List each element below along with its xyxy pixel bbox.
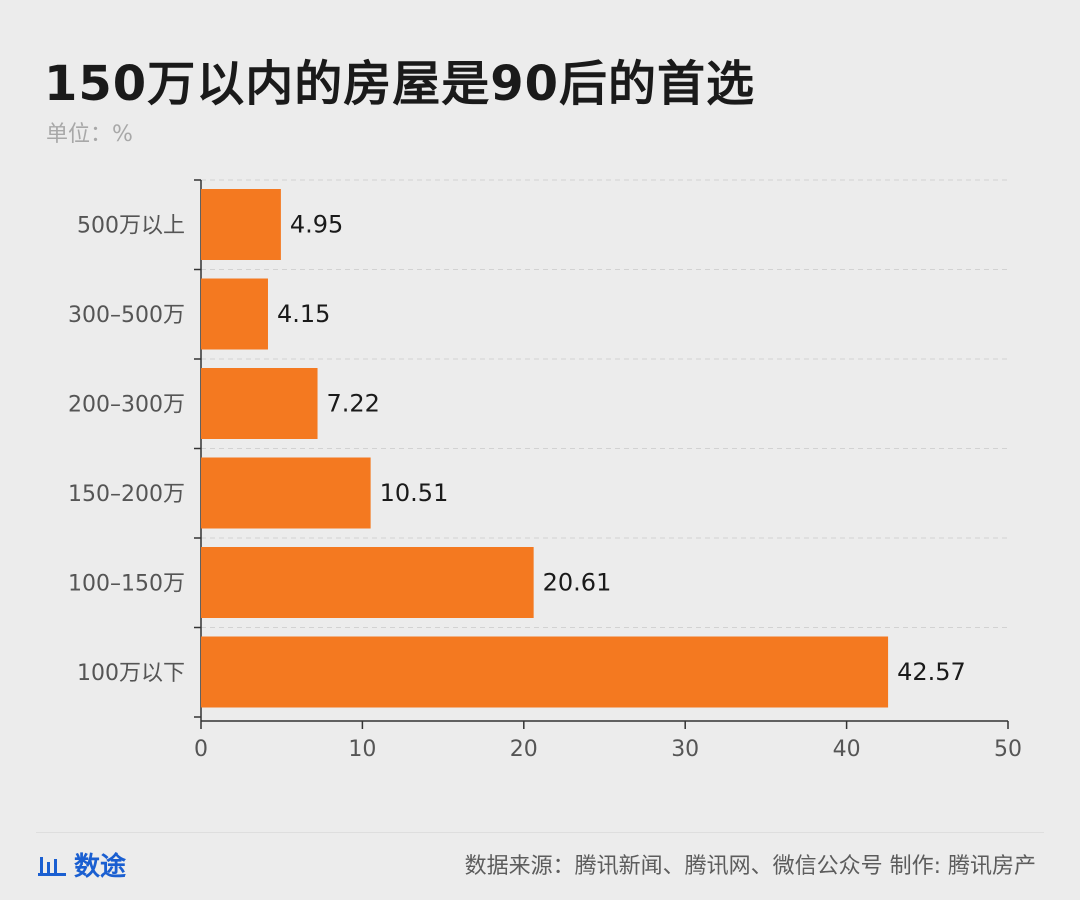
category-label: 100万以下 <box>77 661 185 686</box>
category-label: 500万以上 <box>77 214 185 239</box>
x-tick-label: 40 <box>833 737 861 762</box>
value-label: 7.22 <box>327 390 380 418</box>
x-tick-label: 20 <box>510 737 538 762</box>
brand-name: 数途 <box>74 852 127 882</box>
footer-divider <box>36 832 1044 833</box>
bar <box>201 189 281 260</box>
category-label: 100–150万 <box>68 572 185 597</box>
bar-chart-icon <box>38 856 66 876</box>
x-tick-label: 10 <box>348 737 376 762</box>
bar <box>201 368 318 439</box>
data-source: 数据来源：腾讯新闻、腾讯网、微信公众号 制作: 腾讯房产 <box>464 854 1036 879</box>
bar <box>201 457 371 529</box>
value-label: 4.95 <box>290 211 343 239</box>
brand-logo: 数途 <box>38 846 126 883</box>
value-label: 42.57 <box>897 658 966 686</box>
category-label: 300–500万 <box>68 303 185 328</box>
bar <box>201 547 534 618</box>
category-label: 200–300万 <box>68 393 185 418</box>
x-tick-label: 50 <box>994 737 1022 762</box>
value-label: 10.51 <box>380 479 449 507</box>
chart-unit: 单位：% <box>46 122 133 147</box>
bar <box>201 278 268 350</box>
bar-chart: 4.95 500万以上 4.15 300–500万 7.22 200–300万 10.51 1… <box>68 179 1022 762</box>
x-tick-label: 0 <box>194 737 208 762</box>
value-label: 20.61 <box>543 569 612 597</box>
category-label: 150–200万 <box>68 482 185 507</box>
chart-title: 150万以内的房屋是90后的首选 <box>44 56 755 112</box>
x-tick-label: 30 <box>671 737 699 762</box>
bar <box>201 636 889 708</box>
value-label: 4.15 <box>277 300 330 328</box>
